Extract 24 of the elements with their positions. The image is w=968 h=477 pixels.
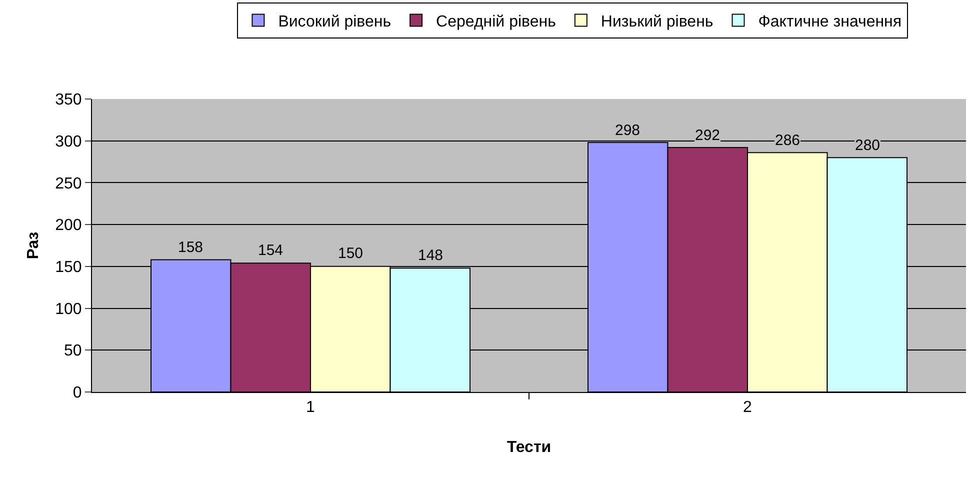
data-label: 280 bbox=[855, 137, 880, 154]
y-tick-label: 50 bbox=[64, 342, 82, 360]
data-label: 292 bbox=[695, 127, 720, 144]
legend-label: Фактичне значення bbox=[758, 13, 902, 30]
x-tick-label: 2 bbox=[743, 399, 752, 416]
y-tick-label: 250 bbox=[55, 175, 82, 192]
y-tick-label: 100 bbox=[55, 300, 82, 318]
y-tick-label: 200 bbox=[55, 217, 82, 234]
x-axis-title: Тести bbox=[506, 438, 552, 456]
y-tick-label: 0 bbox=[72, 384, 82, 402]
data-label: 158 bbox=[178, 239, 204, 256]
x-tick-label: 1 bbox=[306, 399, 316, 416]
data-label: 298 bbox=[615, 122, 640, 139]
legend-label: Низький рівень bbox=[600, 13, 714, 30]
data-label: 154 bbox=[258, 242, 284, 259]
legend-label: Середній рівень bbox=[436, 13, 556, 30]
legend-label: Високий рівень bbox=[278, 13, 392, 30]
y-tick-label: 150 bbox=[55, 259, 82, 276]
data-label: 150 bbox=[338, 245, 364, 262]
y-axis-title: Раз bbox=[24, 232, 42, 260]
data-label: 286 bbox=[775, 132, 800, 149]
y-tick-label: 350 bbox=[55, 92, 82, 109]
y-tick-label: 300 bbox=[55, 133, 82, 150]
data-label: 148 bbox=[418, 247, 444, 264]
